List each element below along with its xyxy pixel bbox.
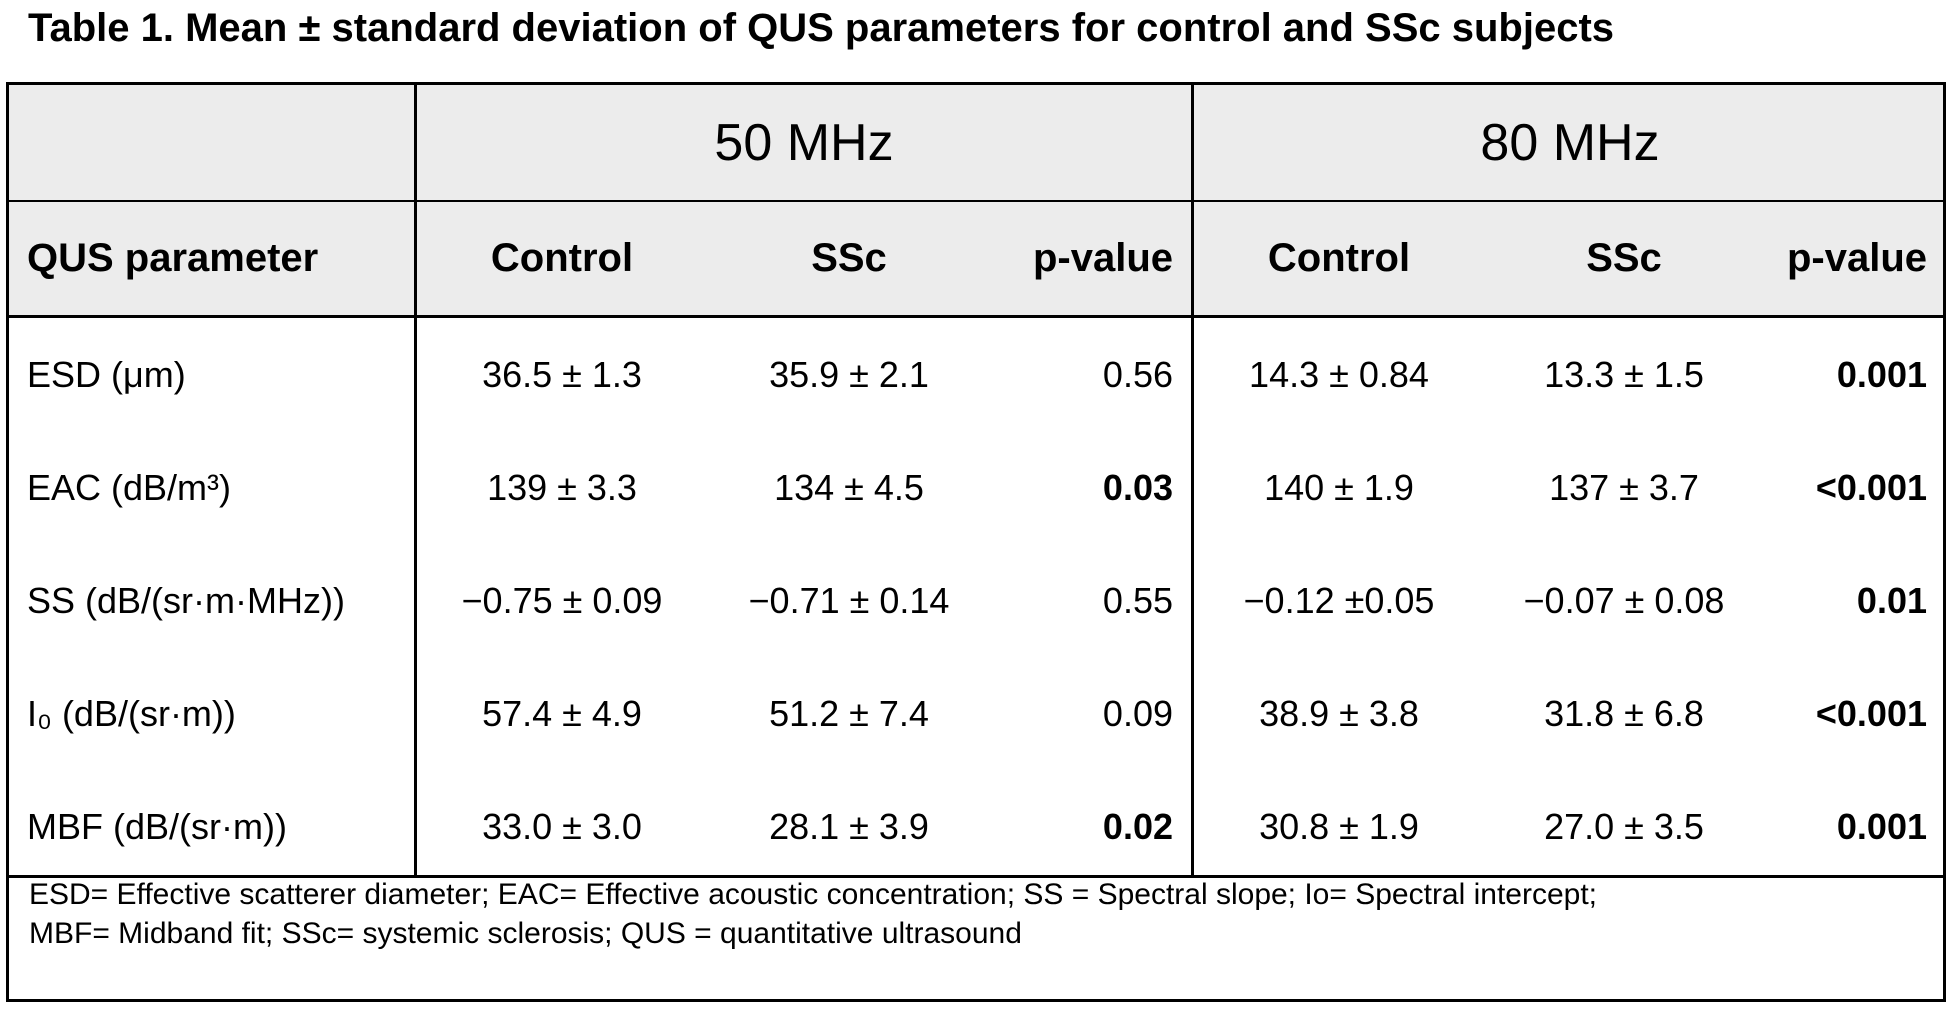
- cell-ssc-50: 51.2 ± 7.4: [769, 692, 929, 734]
- frequency-header-80mhz: 80 MHz: [1480, 113, 1660, 172]
- cell-pvalue-50: 0.03: [1102, 466, 1173, 508]
- cell-ssc-50: 134 ± 4.5: [774, 466, 924, 508]
- cell-ssc-80: 27.0 ± 3.5: [1544, 805, 1704, 847]
- cell-parameter: I₀ (dB/(sr·m)): [27, 692, 236, 734]
- cell-ssc-50: 35.9 ± 2.1: [769, 353, 929, 395]
- cell-pvalue-80: 0.001: [1836, 353, 1927, 395]
- header-divider: [9, 200, 1943, 202]
- cell-ssc-80: −0.07 ± 0.08: [1523, 579, 1725, 621]
- cell-control-80: 140 ± 1.9: [1264, 466, 1414, 508]
- cell-pvalue-80: <0.001: [1815, 692, 1927, 734]
- column-header-control-50: Control: [490, 236, 634, 280]
- cell-parameter: SS (dB/(sr·m·MHz)): [27, 579, 345, 621]
- cell-control-50: −0.75 ± 0.09: [461, 579, 663, 621]
- footnote-divider: [9, 875, 1943, 878]
- cell-control-50: 57.4 ± 4.9: [482, 692, 642, 734]
- cell-pvalue-80: <0.001: [1815, 466, 1927, 508]
- cell-control-50: 139 ± 3.3: [487, 466, 637, 508]
- cell-ssc-50: 28.1 ± 3.9: [769, 805, 929, 847]
- header-bottom-border: [9, 315, 1943, 318]
- column-header-ssc-80: SSc: [1586, 236, 1662, 280]
- cell-parameter: MBF (dB/(sr·m)): [27, 805, 287, 847]
- cell-ssc-80: 31.8 ± 6.8: [1544, 692, 1704, 734]
- column-header-ssc-50: SSc: [811, 236, 887, 280]
- cell-pvalue-50: 0.55: [1102, 579, 1173, 621]
- cell-pvalue-50: 0.56: [1102, 353, 1173, 395]
- cell-pvalue-80: 0.01: [1856, 579, 1927, 621]
- cell-control-50: 33.0 ± 3.0: [482, 805, 642, 847]
- cell-ssc-50: −0.71 ± 0.14: [748, 579, 950, 621]
- column-divider-frequency: [1191, 85, 1194, 875]
- cell-control-80: 38.9 ± 3.8: [1259, 692, 1419, 734]
- cell-pvalue-50: 0.09: [1102, 692, 1173, 734]
- cell-pvalue-80: 0.001: [1836, 805, 1927, 847]
- results-table: 50 MHz 80 MHz QUS parameter Control SSc …: [6, 82, 1946, 1002]
- cell-control-80: 30.8 ± 1.9: [1259, 805, 1419, 847]
- cell-control-80: 14.3 ± 0.84: [1249, 353, 1429, 395]
- table-row: EAC (dB/m³) 139 ± 3.3 134 ± 4.5 0.03 140 ± 1…: [9, 431, 1943, 544]
- column-divider-parameter: [414, 85, 417, 875]
- cell-ssc-80: 137 ± 3.7: [1549, 466, 1699, 508]
- cell-ssc-80: 13.3 ± 1.5: [1544, 353, 1704, 395]
- table-title: Table 1. Mean ± standard deviation of QU…: [28, 6, 1615, 50]
- table-row: I₀ (dB/(sr·m)) 57.4 ± 4.9 51.2 ± 7.4 0.09 38…: [9, 657, 1943, 770]
- table-footnote: ESD= Effective scatterer diameter; EAC= …: [29, 875, 1909, 953]
- column-header-control-80: Control: [1267, 236, 1411, 280]
- column-header-parameter: QUS parameter: [27, 236, 319, 280]
- table-row: ESD (μm) 36.5 ± 1.3 35.9 ± 2.1 0.56 14.3 ± 0…: [9, 318, 1943, 431]
- table-row: MBF (dB/(sr·m)) 33.0 ± 3.0 28.1 ± 3.9 0.02 3…: [9, 770, 1943, 883]
- column-header-pvalue-80: p-value: [1786, 236, 1927, 280]
- cell-pvalue-50: 0.02: [1102, 805, 1173, 847]
- footnote-line: MBF= Midband fit; SSc= systemic sclerosi…: [29, 917, 1022, 950]
- cell-control-50: 36.5 ± 1.3: [482, 353, 642, 395]
- footnote-line: ESD= Effective scatterer diameter; EAC= …: [29, 878, 1598, 911]
- frequency-header-50mhz: 50 MHz: [714, 113, 894, 172]
- column-header-pvalue-50: p-value: [1032, 236, 1173, 280]
- cell-control-80: −0.12 ±0.05: [1243, 579, 1435, 621]
- table-row: SS (dB/(sr·m·MHz)) −0.75 ± 0.09 −0.71 ± 0.…: [9, 544, 1943, 657]
- cell-parameter: ESD (μm): [27, 353, 186, 395]
- cell-parameter: EAC (dB/m³): [27, 466, 232, 508]
